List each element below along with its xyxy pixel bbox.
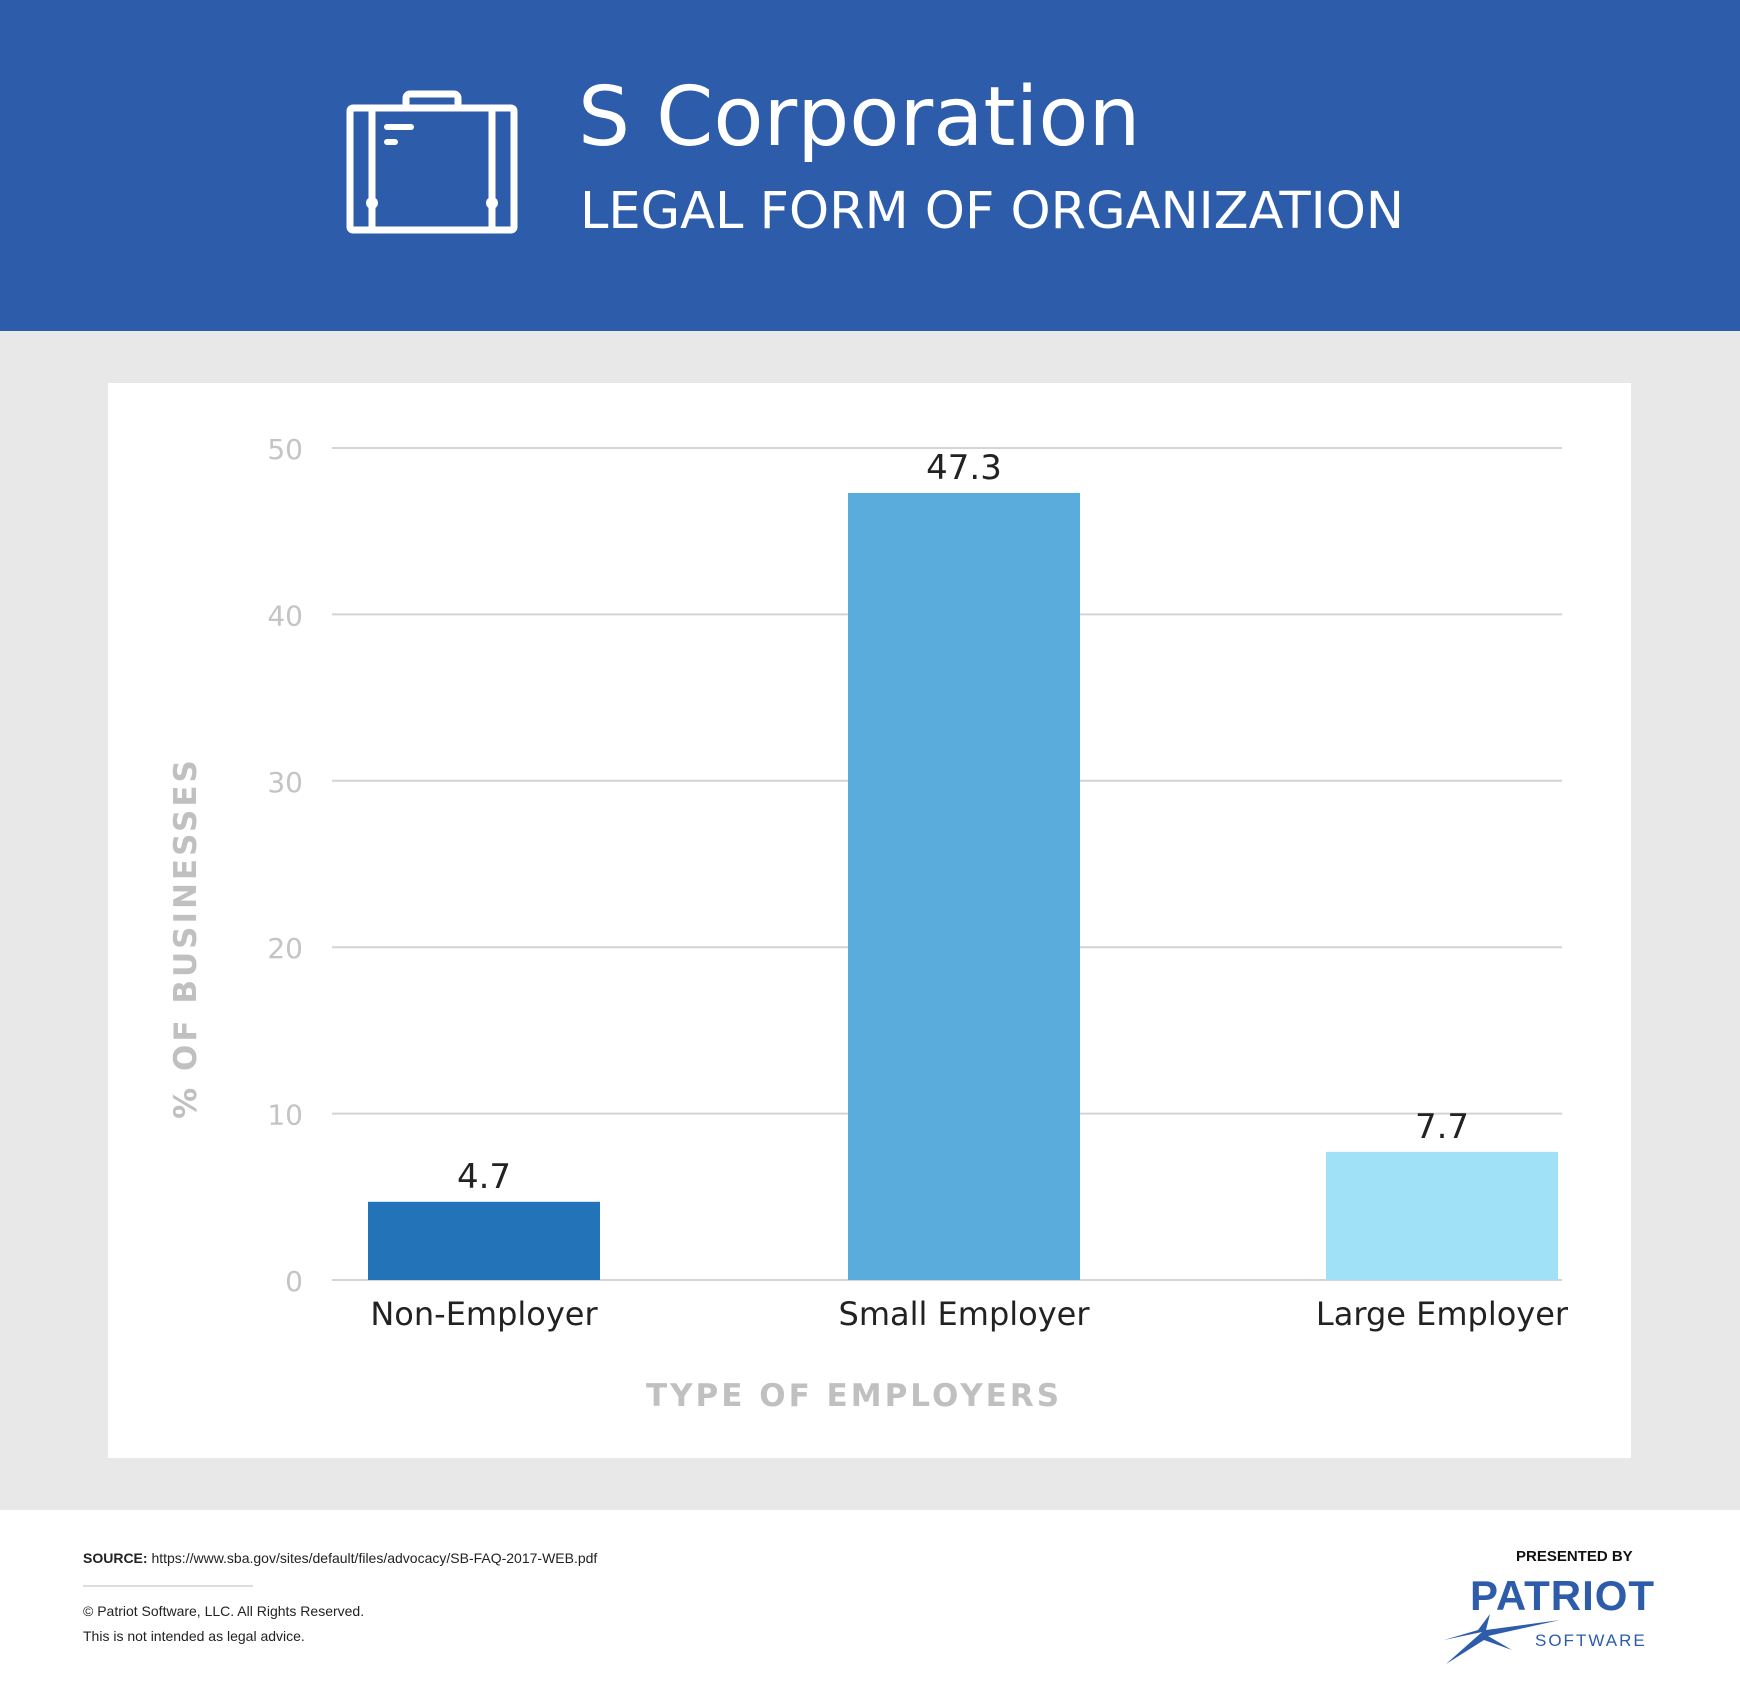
bar-non-employer xyxy=(368,1201,600,1280)
data-label: 7.7 xyxy=(1415,1107,1469,1147)
chart-card: 0 10 20 30 40 50 4.7 Non-Employer 47.3 Small Empl… xyxy=(108,383,1631,1458)
y-axis-title: % OF BUSINESSES xyxy=(168,757,204,1119)
y-tick-label: 20 xyxy=(267,932,303,965)
y-tick-label: 50 xyxy=(267,433,303,466)
x-tick-label: Non-Employer xyxy=(370,1295,598,1333)
divider xyxy=(83,1585,253,1587)
page-title: S Corporation xyxy=(578,70,1141,165)
y-tick-label: 30 xyxy=(267,766,303,799)
copyright: © Patriot Software, LLC. All Rights Rese… xyxy=(83,1603,365,1619)
bar-small-employer xyxy=(848,492,1080,1281)
presented-by: PRESENTED BY xyxy=(1516,1548,1633,1565)
x-tick-label: Large Employer xyxy=(1316,1295,1569,1333)
bar-large-employer xyxy=(1326,1151,1558,1280)
briefcase-icon xyxy=(346,90,518,234)
logo-patriot: PATRIOT xyxy=(1470,1572,1656,1619)
data-label: 4.7 xyxy=(457,1157,511,1197)
bar-chart: 0 10 20 30 40 50 4.7 Non-Employer 47.3 Small Empl… xyxy=(168,433,1569,1414)
data-label: 47.3 xyxy=(926,448,1002,488)
y-tick-label: 10 xyxy=(267,1099,303,1132)
source-url[interactable]: https://www.sba.gov/sites/default/files/… xyxy=(151,1550,598,1566)
y-tick-label: 40 xyxy=(267,599,303,632)
y-tick-label: 0 xyxy=(285,1265,303,1298)
x-tick-label: Small Employer xyxy=(839,1295,1091,1333)
page-subtitle: LEGAL FORM OF ORGANIZATION xyxy=(580,182,1405,241)
disclaimer: This is not intended as legal advice. xyxy=(83,1628,305,1644)
source-label: SOURCE: xyxy=(83,1550,148,1566)
x-axis-title: TYPE OF EMPLOYERS xyxy=(646,1378,1062,1414)
logo-software: SOFTWARE xyxy=(1535,1631,1647,1650)
source-line: SOURCE: https://www.sba.gov/sites/defaul… xyxy=(83,1550,597,1566)
header: S Corporation LEGAL FORM OF ORGANIZATION xyxy=(0,0,1740,331)
